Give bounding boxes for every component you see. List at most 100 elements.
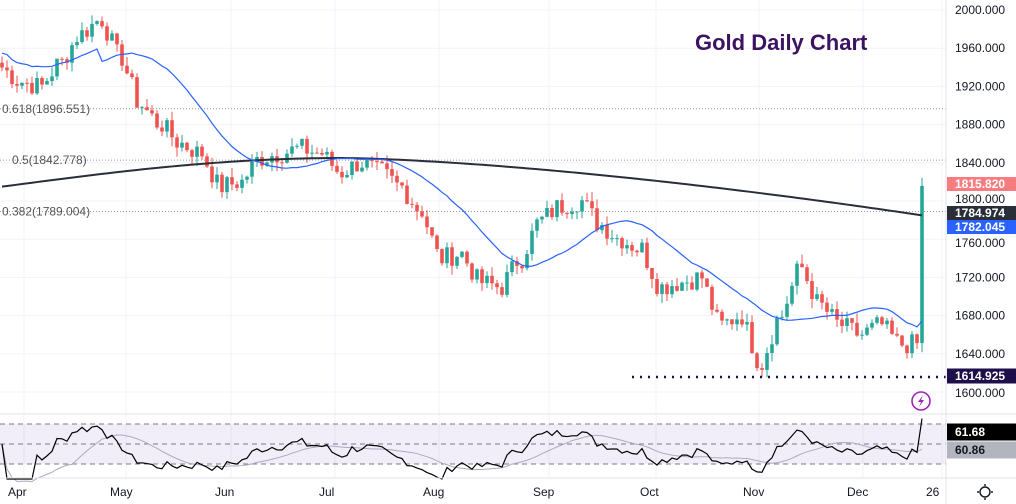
candle [175,133,179,157]
candle [660,282,664,304]
candle [240,174,244,194]
candle [455,256,459,270]
candle [770,335,774,362]
rsi-line [1,418,923,480]
candle [860,330,864,340]
candle [645,237,649,271]
candle [340,166,344,184]
rsi-value-tag: 61.68 [947,423,1016,441]
candle [110,30,114,41]
lightning-icon[interactable] [911,391,931,411]
candle [450,242,454,275]
time-axis[interactable]: Apr May Jun Jul Aug Sep Oct Nov Dec 26 [8,485,940,499]
candle [285,149,289,164]
candle [245,175,249,184]
candle [400,182,404,189]
candle [160,120,164,137]
ma-long-tag: 1784.974 [947,206,1016,220]
candle [365,159,369,171]
candle [655,273,659,297]
svg-text:1782.045: 1782.045 [955,220,1005,234]
candle [375,151,379,170]
candle [215,167,219,190]
candle [790,282,794,307]
candle [205,153,209,169]
candle [200,144,204,160]
support-price-tag: 1614.925 [947,368,1016,384]
candle [805,264,809,285]
ma-long-line [1,157,923,217]
candle [725,318,729,326]
candle [775,315,779,346]
candle [440,248,444,266]
ma-short-line [1,48,923,328]
candle [470,262,474,283]
candle [580,196,584,219]
y-tick-label: 1760.000 [955,236,1005,250]
candle [230,167,234,191]
x-tick-label: Jun [215,485,234,499]
candle [135,73,139,108]
candle [875,314,879,325]
x-tick-label: 26 [926,485,940,499]
settings-gear-icon[interactable] [977,484,993,500]
candle [535,217,539,238]
candle [435,234,439,253]
candle [540,215,544,224]
candle [60,57,64,66]
candle [10,65,14,89]
candle [405,179,409,205]
candle [890,317,894,335]
candle [855,313,859,337]
candle [885,318,889,329]
y-tick-label: 1880.000 [955,118,1005,132]
candle [250,154,254,184]
candle [690,276,694,290]
x-tick-label: Aug [423,485,444,499]
candle [695,272,699,292]
candle [755,352,759,372]
svg-text:1614.925: 1614.925 [955,369,1005,383]
candle [560,193,564,216]
candle [265,161,269,168]
candle [115,32,119,52]
candle [640,239,644,254]
candle [335,160,339,174]
y-tick-label: 1800.000 [955,192,1005,206]
svg-text:1815.820: 1815.820 [955,177,1005,191]
svg-text:60.86: 60.86 [955,443,985,457]
candle [475,268,479,284]
candle [700,269,704,288]
candle [595,199,599,233]
candle [390,161,394,184]
candle [165,117,169,138]
candle [235,181,239,192]
candle [765,347,769,378]
candle [900,334,904,348]
candle [325,147,329,158]
candle [495,279,499,295]
candle [870,319,874,330]
candle [620,236,624,256]
candle [500,282,504,298]
rsi-signal-tag: 60.86 [947,441,1016,459]
candle [505,264,509,298]
candle [720,309,724,326]
candle [105,22,109,46]
chart-title: Gold Daily Chart [695,30,868,55]
x-tick-label: Dec [847,485,868,499]
candle [0,56,4,72]
x-tick-label: Nov [743,485,764,499]
candle [510,255,514,277]
candle [740,310,744,328]
candle [625,239,629,254]
candle [570,207,574,220]
svg-text:61.68: 61.68 [955,425,985,439]
candle [710,284,714,316]
candle [35,71,39,95]
candle [140,105,144,115]
candle [270,152,274,172]
candle [380,160,384,164]
price-axis[interactable]: 2000.000 1960.000 1920.000 1880.000 1840.000… [955,3,1005,400]
